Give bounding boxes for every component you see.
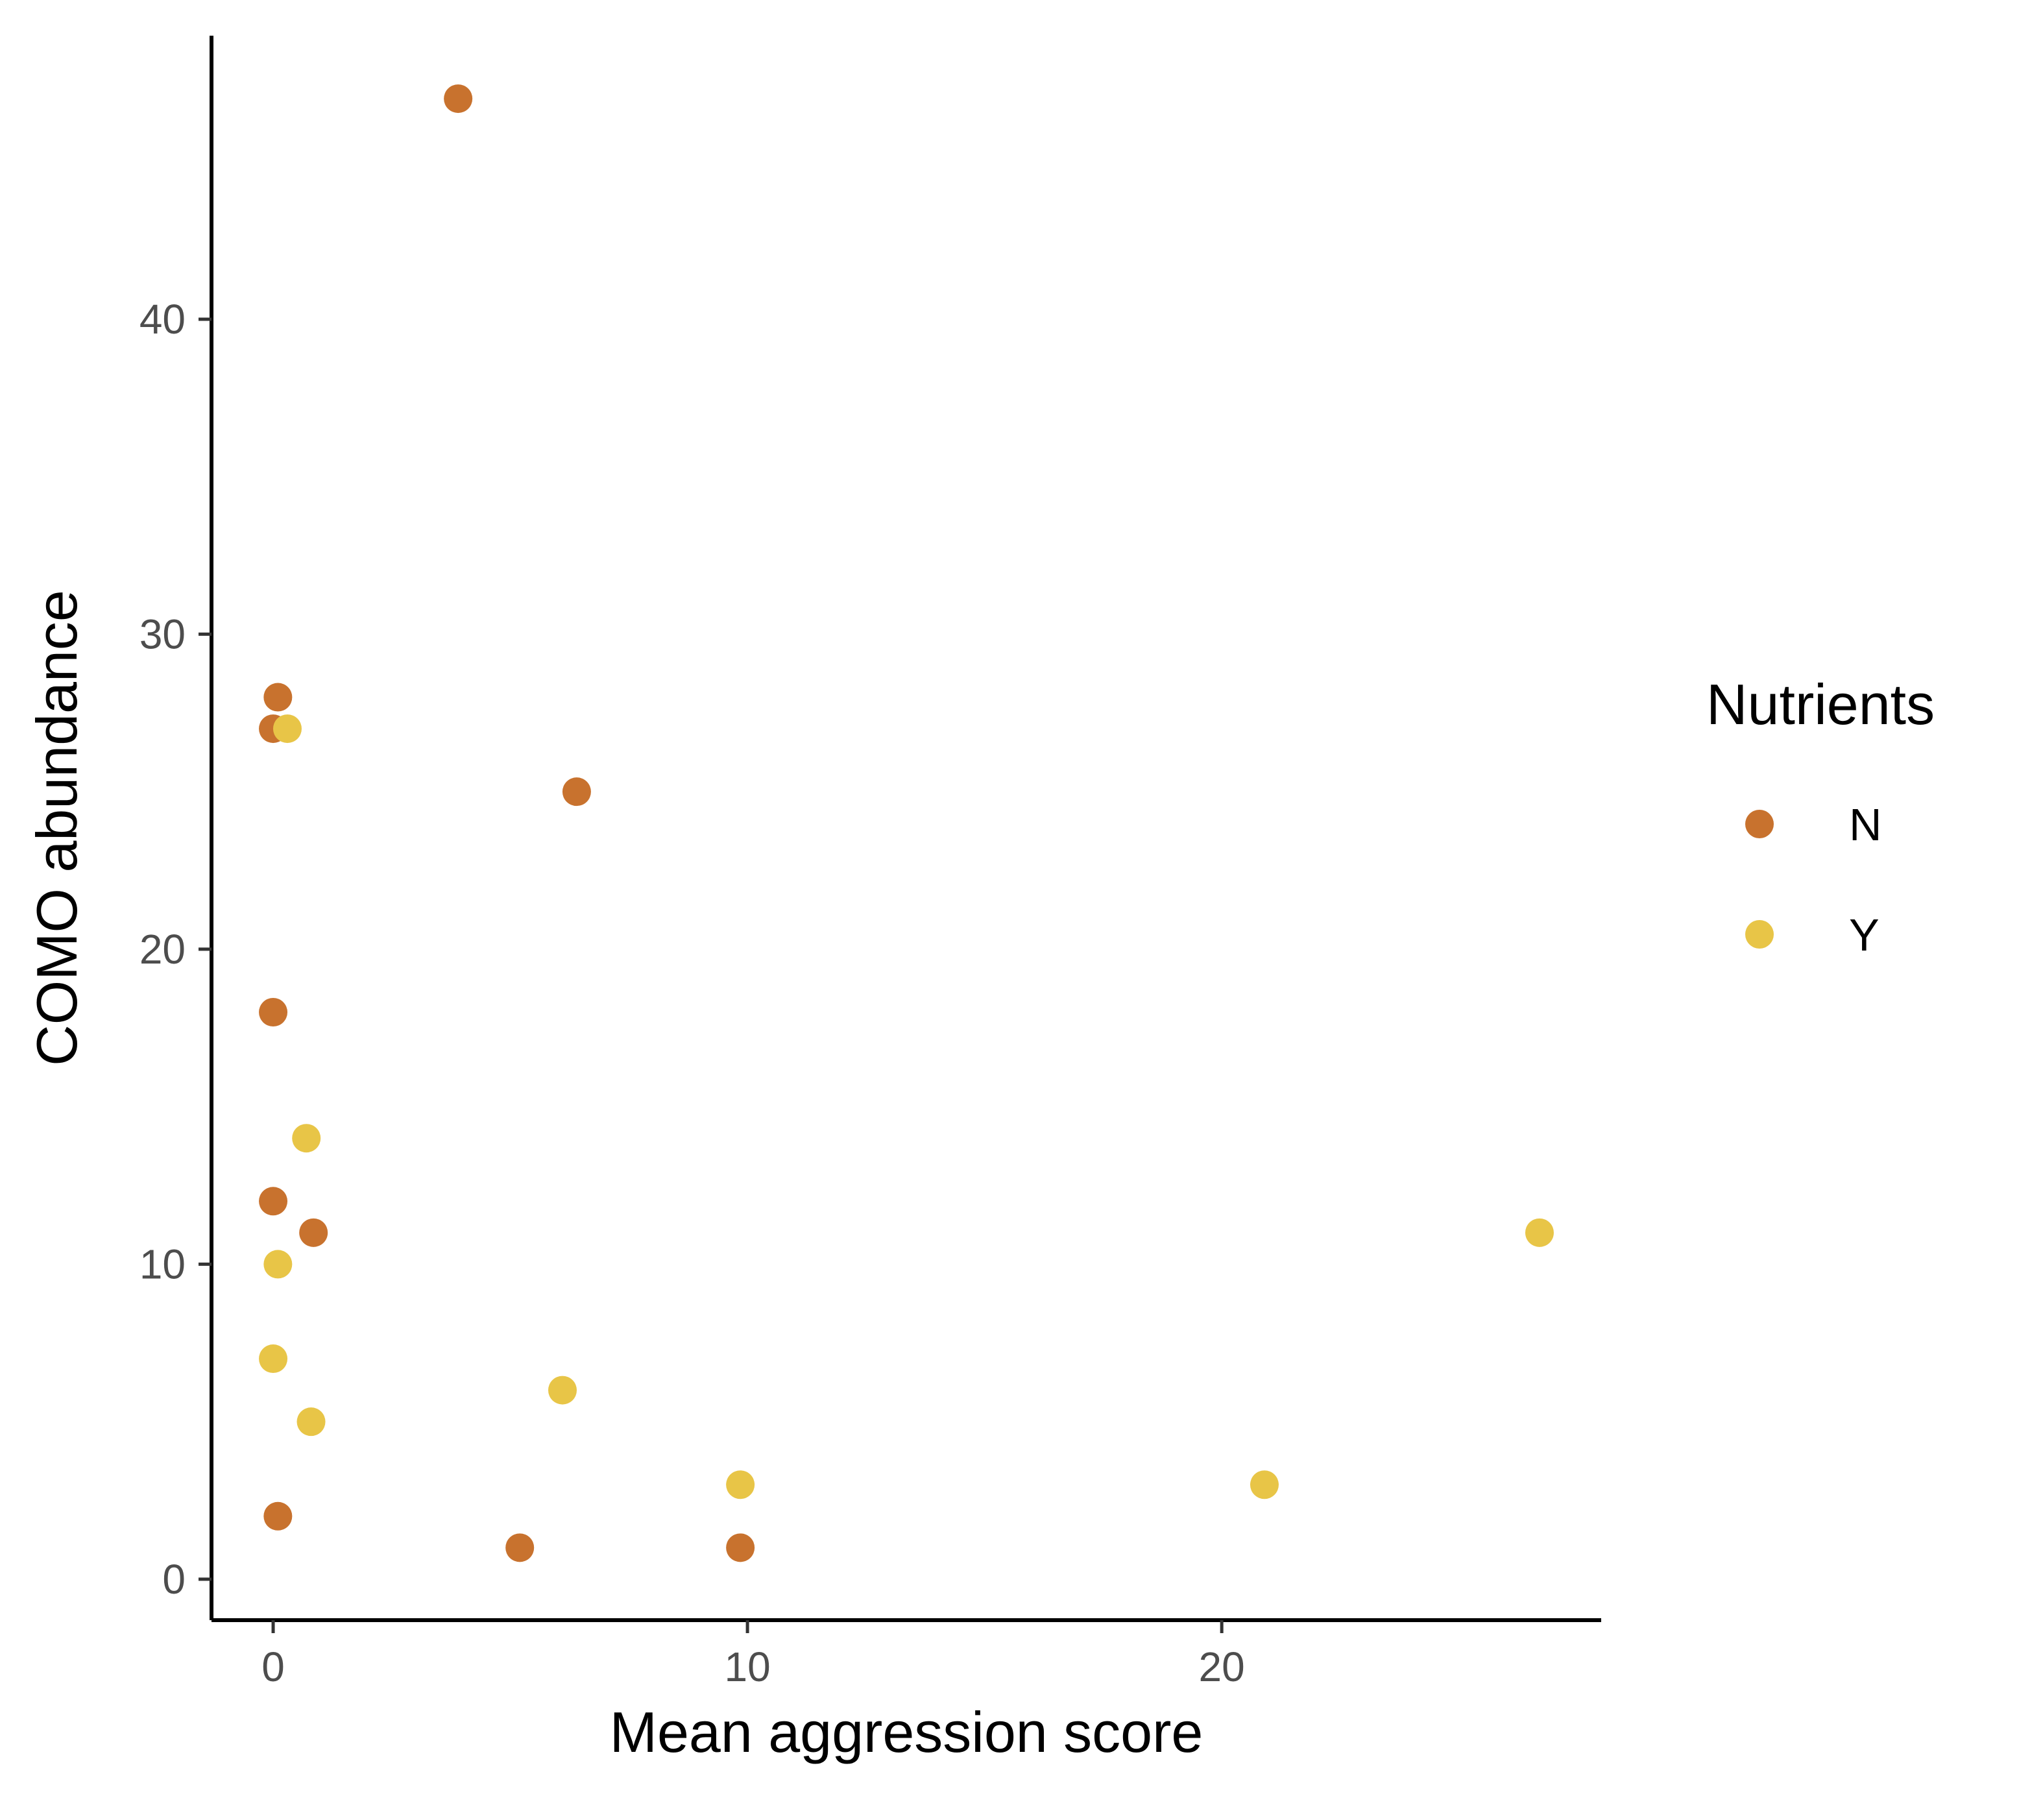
y-tick-label: 40 [139,296,186,343]
y-tick-label: 30 [139,611,186,657]
data-point-y-5 [296,1407,326,1437]
data-point-y-9 [1525,1218,1554,1247]
y-tick-label: 0 [162,1556,186,1603]
data-point-y-1 [272,714,302,744]
ticks-layer: 0 10 20 0 10 20 30 40 [139,296,1245,1690]
data-point-n-5 [259,998,288,1027]
legend-items: NY [1745,799,1882,960]
x-axis-title: Mean aggression score [610,1700,1203,1764]
y-axis-title: COMO abundance [25,590,89,1066]
data-point-n-1 [444,84,473,114]
data-point-n-2 [263,683,293,712]
data-point-y-8 [1250,1470,1279,1499]
data-point-y-4 [259,1344,288,1374]
data-point-y-6 [548,1376,577,1405]
x-tick-label: 0 [261,1644,285,1690]
x-tick-label: 20 [1199,1644,1245,1690]
data-point-n-7 [299,1218,328,1247]
y-tick-label: 10 [139,1241,186,1287]
data-point-y-2 [292,1124,321,1153]
legend: Nutrients NY [1706,672,1935,960]
x-tick-label: 10 [725,1644,771,1690]
data-point-n-8 [263,1501,293,1531]
data-point-y-7 [726,1470,755,1499]
legend-label-n: N [1849,799,1882,850]
legend-key-n [1745,810,1774,838]
points-layer [259,84,1554,1562]
y-tick-label: 20 [139,926,186,973]
legend-title: Nutrients [1706,672,1935,736]
legend-key-y [1745,920,1774,949]
data-point-n-10 [726,1533,755,1562]
data-point-y-3 [263,1250,293,1279]
data-point-n-6 [259,1187,288,1216]
data-point-n-4 [562,777,591,807]
data-point-n-9 [505,1533,535,1562]
legend-label-y: Y [1849,910,1880,960]
